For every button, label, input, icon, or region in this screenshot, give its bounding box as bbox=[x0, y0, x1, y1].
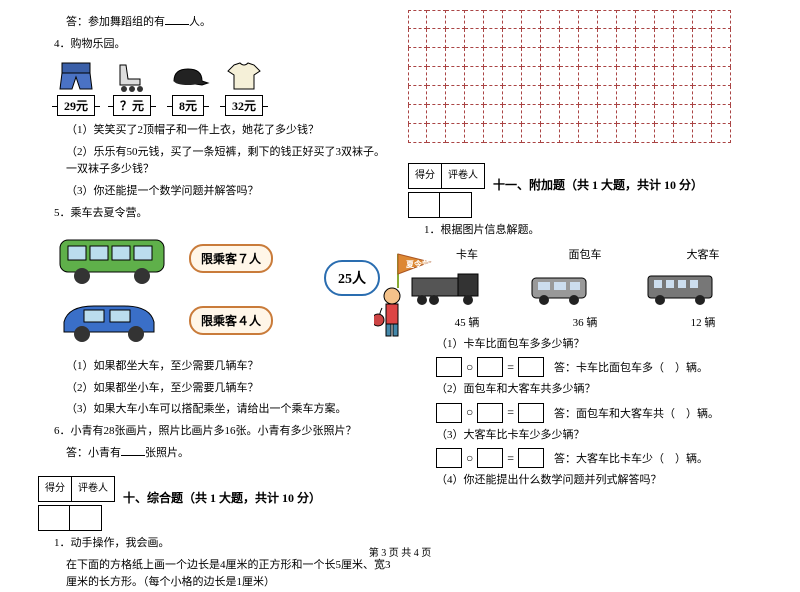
score-box-empty bbox=[408, 192, 762, 218]
eq-2: ○ = 答：面包车和大客车共（ ）辆。 bbox=[436, 403, 762, 423]
coach-icon bbox=[644, 270, 762, 306]
eq-box[interactable] bbox=[477, 357, 503, 377]
score-value[interactable] bbox=[408, 192, 440, 218]
car-icon bbox=[54, 292, 164, 344]
ans2: 答：面包车和大客车共（ ）辆。 bbox=[554, 405, 719, 421]
marker-label: 评卷人 bbox=[72, 476, 115, 502]
coach-label: 大客车 bbox=[644, 246, 762, 262]
eq-box[interactable] bbox=[436, 448, 462, 468]
score-box: 得分 评卷人 bbox=[408, 163, 485, 189]
eq-box[interactable] bbox=[477, 403, 503, 423]
op-eq: = bbox=[507, 451, 514, 466]
q1-title: 1．根据图片信息解题。 bbox=[424, 222, 762, 240]
text: 张照片。 bbox=[145, 447, 189, 459]
q4-3: （3）你还能提一个数学问题并解答吗？ bbox=[66, 183, 392, 201]
price-tag: 32元 bbox=[225, 95, 263, 116]
sub3: （3）大客车比卡车少多少辆？ bbox=[436, 427, 762, 445]
sub4: （4）你还能提出什么数学问题并列式解答吗？ bbox=[436, 472, 762, 490]
score-box: 得分 评卷人 bbox=[38, 476, 115, 502]
coach-count: 12 辆 bbox=[644, 314, 762, 330]
eq-box[interactable] bbox=[518, 357, 544, 377]
eq-box[interactable] bbox=[518, 448, 544, 468]
text: 答：小青有 bbox=[66, 447, 121, 459]
text: 答：参加舞蹈组的有 bbox=[66, 16, 165, 28]
section-11-header: 得分 评卷人 十一、附加题（共 1 大题，共计 10 分） bbox=[408, 153, 762, 193]
blank bbox=[121, 445, 145, 456]
van-icon bbox=[526, 270, 644, 306]
bus-sign-4: 限乘客４人 bbox=[189, 306, 273, 335]
left-column: 答：参加舞蹈组的有 人。 4．购物乐园。 29元 ？元 8元 32元 （1）笑笑买… bbox=[30, 10, 400, 545]
cap-icon bbox=[166, 59, 210, 93]
flag-person-icon: 夏令营 bbox=[374, 248, 434, 338]
ans1: 答：卡车比面包车多（ ）辆。 bbox=[554, 359, 708, 375]
score-box-empty bbox=[38, 505, 392, 531]
worksheet-page: 答：参加舞蹈组的有 人。 4．购物乐园。 29元 ？元 8元 32元 （1）笑笑买… bbox=[0, 0, 800, 565]
score-value[interactable] bbox=[38, 505, 70, 531]
sub1: （1）卡车比面包车多多少辆？ bbox=[436, 336, 762, 354]
eq-box[interactable] bbox=[477, 448, 503, 468]
green-bus bbox=[54, 230, 174, 286]
skates-icon bbox=[110, 59, 154, 93]
op-eq: = bbox=[507, 360, 514, 375]
q5-1: （1）如果都坐大车，至少需要几辆车？ bbox=[66, 358, 392, 376]
svg-text:夏令营: 夏令营 bbox=[405, 259, 430, 269]
vehicle-counts: 45 辆 36 辆 12 辆 bbox=[408, 312, 762, 330]
q5-title: 5．乘车去夏令营。 bbox=[54, 205, 392, 223]
bus-scene: 限乘客７人 限乘客４人 25人 夏令营 bbox=[54, 230, 392, 350]
page-footer: 第 3 页 共 4 页 bbox=[0, 544, 800, 559]
price-tag: 29元 bbox=[57, 95, 95, 116]
shop-row: 29元 ？元 8元 32元 bbox=[54, 59, 392, 116]
op-circle: ○ bbox=[466, 405, 473, 420]
marker-value[interactable] bbox=[70, 505, 102, 531]
eq-1: ○ = 答：卡车比面包车多（ ）辆。 bbox=[436, 357, 762, 377]
ans3: 答：大客车比卡车少（ ）辆。 bbox=[554, 450, 708, 466]
q5-2: （2）如果都坐小车，至少需要几辆车？ bbox=[66, 380, 392, 398]
q5-3: （3）如果大车小车可以搭配乘坐，请给出一个乘车方案。 bbox=[66, 401, 392, 419]
marker-value[interactable] bbox=[440, 192, 472, 218]
price-tag: 8元 bbox=[172, 95, 204, 116]
blank bbox=[165, 14, 189, 25]
sub2: （2）面包车和大客车共多少辆？ bbox=[436, 381, 762, 399]
marker-label: 评卷人 bbox=[442, 163, 485, 189]
eq-box[interactable] bbox=[436, 403, 462, 423]
blue-car bbox=[54, 292, 164, 344]
people-count-badge: 25人 bbox=[324, 260, 380, 296]
bus-icon bbox=[54, 230, 174, 286]
vehicle-icons bbox=[408, 270, 762, 306]
dance-answer: 答：参加舞蹈组的有 人。 bbox=[66, 14, 392, 32]
q4-2: （2）乐乐有50元钱，买了一条短裤，剩下的钱正好买了3双袜子。一双袜子多少钱？ bbox=[66, 144, 392, 179]
right-column: 得分 评卷人 十一、附加题（共 1 大题，共计 10 分） 1．根据图片信息解题… bbox=[400, 10, 770, 545]
text: 人。 bbox=[189, 16, 211, 28]
eq-box[interactable] bbox=[518, 403, 544, 423]
op-circle: ○ bbox=[466, 360, 473, 375]
drawing-grid[interactable] bbox=[408, 10, 762, 143]
eq-3: ○ = 答：大客车比卡车少（ ）辆。 bbox=[436, 448, 762, 468]
q4-1: （1）笑笑买了2顶帽子和一件上衣，她花了多少钱？ bbox=[66, 122, 392, 140]
shop-tshirt: 32元 bbox=[222, 59, 266, 116]
eq-box[interactable] bbox=[436, 357, 462, 377]
shop-skates: ？元 bbox=[110, 59, 154, 116]
score-label: 得分 bbox=[38, 476, 72, 502]
bus-sign-7: 限乘客７人 bbox=[189, 244, 273, 273]
section-10-header: 得分 评卷人 十、综合题（共 1 大题，共计 10 分） bbox=[38, 466, 392, 506]
shop-shorts: 29元 bbox=[54, 59, 98, 116]
section-10-title: 十、综合题（共 1 大题，共计 10 分） bbox=[123, 489, 321, 506]
score-label: 得分 bbox=[408, 163, 442, 189]
van-count: 36 辆 bbox=[526, 314, 644, 330]
q6: 6．小青有28张画片，照片比画片多16张。小青有多少张照片？ bbox=[54, 423, 392, 441]
shorts-icon bbox=[54, 59, 98, 93]
op-circle: ○ bbox=[466, 451, 473, 466]
q4-title: 4．购物乐园。 bbox=[54, 36, 392, 54]
vehicle-labels: 卡车 面包车 大客车 bbox=[408, 246, 762, 264]
tshirt-icon bbox=[222, 59, 266, 93]
op-eq: = bbox=[507, 405, 514, 420]
shop-cap: 8元 bbox=[166, 59, 210, 116]
price-tag: ？元 bbox=[113, 95, 151, 116]
van-label: 面包车 bbox=[526, 246, 644, 262]
section-11-title: 十一、附加题（共 1 大题，共计 10 分） bbox=[493, 176, 703, 193]
q6-answer: 答：小青有 张照片。 bbox=[66, 445, 392, 463]
q10-1-body: 在下面的方格纸上画一个边长是4厘米的正方形和一个长5厘米、宽3厘米的长方形。（每… bbox=[66, 557, 392, 592]
